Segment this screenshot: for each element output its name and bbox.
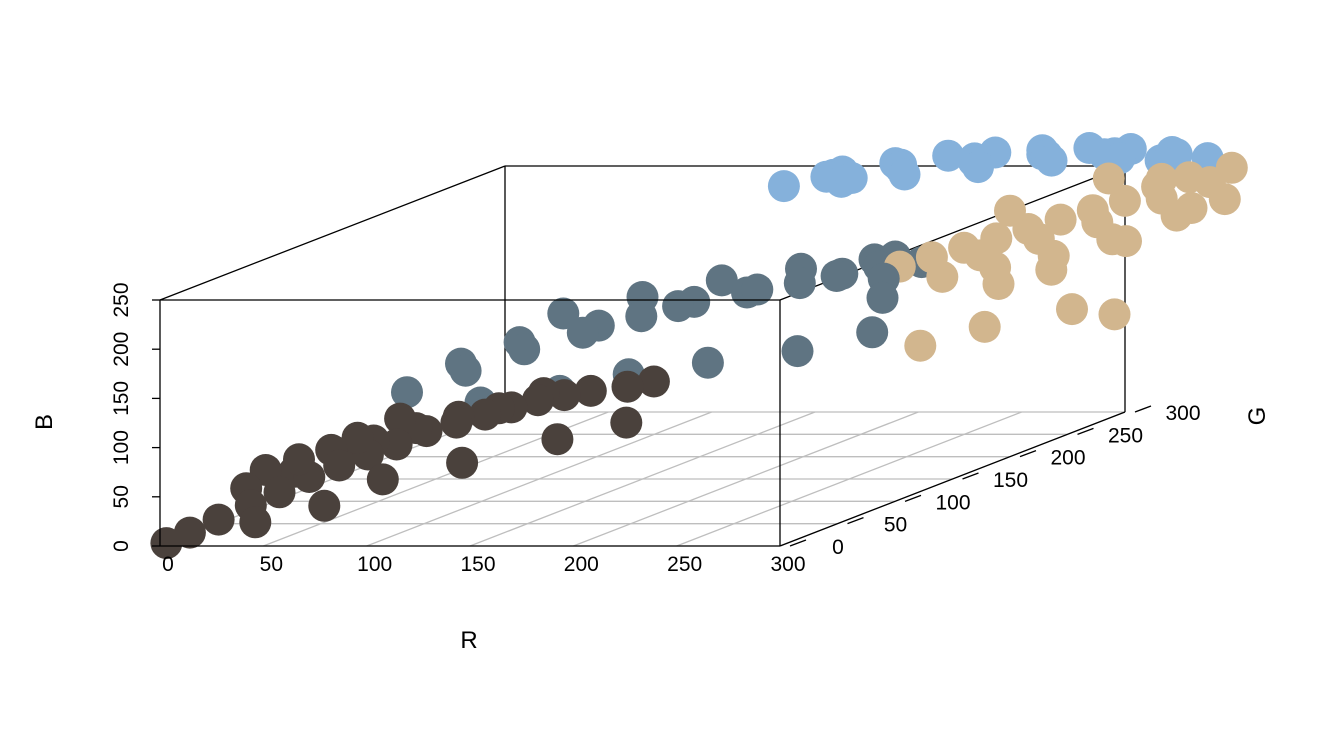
data-point <box>1098 298 1131 331</box>
data-point <box>637 365 670 398</box>
y-tick-label: 300 <box>1165 402 1200 425</box>
data-point <box>783 267 816 300</box>
data-point <box>1175 192 1208 224</box>
z-tick-label: 50 <box>110 485 133 508</box>
data-point <box>904 329 937 362</box>
data-point <box>705 264 738 297</box>
box-edge <box>779 411 1126 547</box>
plot-box-front <box>159 299 1126 547</box>
x-tick-label: 100 <box>357 553 392 576</box>
data-point <box>691 346 724 379</box>
data-point <box>1044 203 1077 236</box>
y-tick-label: 100 <box>935 491 970 514</box>
data-point <box>440 406 473 439</box>
z-axis-title: B <box>31 414 58 430</box>
data-point <box>1108 184 1141 217</box>
data-point <box>508 333 541 366</box>
z-tick-label: 100 <box>110 430 133 465</box>
data-point <box>384 402 417 435</box>
data-point <box>323 449 356 482</box>
data-point <box>1092 162 1125 195</box>
data-point <box>566 316 599 349</box>
y-axis-title: G <box>1244 407 1271 426</box>
data-point <box>1035 144 1068 177</box>
data-point <box>150 527 183 560</box>
data-point <box>449 354 482 387</box>
data-point <box>962 151 994 184</box>
y-tick <box>1134 405 1152 413</box>
data-point <box>856 316 889 349</box>
data-point <box>982 268 1015 300</box>
x-tick-label: 250 <box>667 553 702 576</box>
y-tick <box>904 494 922 502</box>
x-tick-label: 50 <box>260 553 283 576</box>
data-point <box>781 335 814 368</box>
data-point <box>820 260 853 292</box>
x-axis: 0 50 100 150 200 250 300 <box>162 553 805 576</box>
y-tick <box>789 539 807 547</box>
data-point <box>308 489 341 522</box>
data-point <box>932 139 965 172</box>
data-point <box>391 376 423 409</box>
y-tick <box>962 472 979 480</box>
data-point <box>948 231 981 264</box>
y-tick <box>1019 450 1037 458</box>
x-tick-label: 200 <box>564 553 599 576</box>
data-point <box>1035 253 1068 286</box>
y-tick-label: 200 <box>1050 447 1085 470</box>
data-point <box>1110 225 1142 258</box>
data-point <box>1208 183 1241 216</box>
floor-grid <box>159 411 1126 547</box>
z-tick-label: 0 <box>110 540 133 552</box>
data-point <box>926 260 959 293</box>
z-tick-label: 250 <box>110 282 133 317</box>
data-point <box>547 297 580 330</box>
z-tick-label: 150 <box>110 381 133 416</box>
data-point <box>1145 162 1178 195</box>
data-point <box>994 194 1026 227</box>
data-point <box>283 443 315 476</box>
data-point <box>625 300 658 333</box>
data-point <box>446 446 479 479</box>
x-tick-label: 0 <box>162 553 174 576</box>
data-point <box>574 374 607 407</box>
box-edge <box>159 165 506 301</box>
data-point <box>835 162 868 194</box>
x-axis-title: R <box>460 627 477 654</box>
data-points <box>150 132 1248 560</box>
x-tick-label: 150 <box>460 553 495 576</box>
y-tick <box>847 517 864 525</box>
data-point <box>541 423 574 456</box>
data-point <box>866 281 899 314</box>
data-point <box>366 463 399 496</box>
data-point <box>239 506 272 539</box>
x-tick-label: 300 <box>770 553 805 576</box>
y-tick-label: 50 <box>884 514 907 537</box>
y-tick-label: 250 <box>1108 424 1143 447</box>
data-point <box>263 476 296 509</box>
data-point <box>521 384 554 417</box>
data-point <box>341 421 374 454</box>
data-point <box>662 290 695 323</box>
y-tick-label: 0 <box>832 536 844 559</box>
data-point <box>741 273 774 306</box>
z-tick-label: 200 <box>110 332 133 367</box>
y-tick <box>1077 427 1094 435</box>
y-axis: 0 50 100 150 200 250 300 <box>789 402 1201 559</box>
data-point <box>202 503 235 536</box>
data-point <box>611 370 644 403</box>
data-point <box>888 158 921 191</box>
data-point <box>1056 293 1088 326</box>
data-point <box>767 170 800 203</box>
y-tick-label: 150 <box>993 469 1028 492</box>
data-point <box>610 406 643 439</box>
data-point <box>469 398 502 431</box>
data-point <box>968 310 1001 343</box>
z-axis: 0 50 100 150 200 250 <box>110 282 160 552</box>
